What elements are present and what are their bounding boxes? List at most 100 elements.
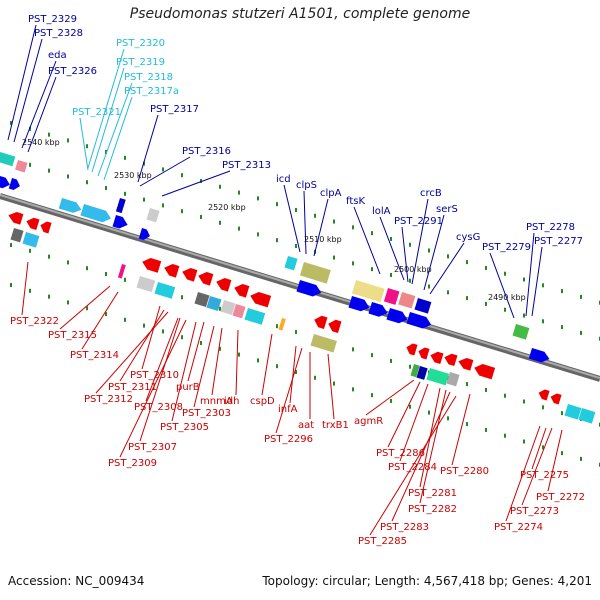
tick-mark: [390, 358, 392, 363]
gene-leader-line: [261, 333, 273, 396]
lower-gene-label: PST_2280: [440, 466, 489, 477]
lower-gene-label: idh: [224, 396, 239, 407]
reverse-gene-arrow: [430, 351, 444, 365]
lower-gene-label: PST_2296: [264, 434, 313, 445]
reverse-gene-arrow: [164, 264, 180, 278]
gene-leader-line: [399, 383, 429, 462]
tick-mark: [124, 317, 126, 322]
forward-gene-arrow: [80, 204, 111, 223]
tick-mark: [238, 226, 240, 231]
gene-block: [115, 198, 126, 214]
gene-block: [146, 208, 160, 223]
lower-gene-label: mnmA: [200, 396, 233, 407]
tick-mark: [200, 215, 202, 219]
tick-mark: [143, 323, 145, 328]
upper-gene-label: clpA: [320, 188, 342, 199]
gene-leader-line: [353, 206, 381, 275]
summary-text: Topology: circular; Length: 4,567,418 bp…: [262, 574, 592, 588]
tick-mark: [86, 266, 88, 271]
tick-mark: [105, 272, 107, 277]
tick-mark: [219, 184, 221, 189]
upper-gene-label: PST_2320: [116, 38, 165, 49]
tick-mark: [124, 155, 126, 160]
tick-mark: [409, 278, 411, 283]
lower-gene-label: aat: [298, 420, 314, 431]
upper-gene-label: PST_2317: [150, 104, 199, 115]
forward-gene-arrow: [0, 176, 10, 189]
lower-gene-label: PST_2305: [160, 422, 209, 433]
gene-leader-line: [283, 184, 301, 253]
lower-gene-label: PST_2283: [380, 522, 429, 533]
gene-block: [0, 152, 16, 167]
reverse-gene-arrow: [444, 353, 458, 367]
lower-gene-label: PST_2275: [520, 470, 569, 481]
upper-gene-label: PST_2326: [48, 66, 97, 77]
tick-mark: [67, 260, 69, 265]
gene-leader-line: [489, 252, 515, 319]
tick-mark: [295, 207, 297, 212]
upper-gene-label: lolA: [372, 206, 391, 217]
lower-gene-label: PST_2303: [182, 408, 231, 419]
tick-mark: [390, 272, 392, 277]
upper-gene-label: crcB: [420, 188, 442, 199]
forward-gene-arrow: [528, 348, 550, 363]
tick-mark: [10, 243, 12, 248]
reverse-gene-arrow: [234, 284, 250, 298]
reverse-gene-arrow: [182, 268, 198, 282]
gene-leader-line: [139, 317, 181, 442]
reverse-gene-arrow: [538, 389, 550, 401]
gene-leader-line: [411, 198, 429, 285]
gene-block: [351, 279, 385, 303]
reverse-gene-arrow: [216, 278, 232, 292]
tick-mark: [371, 353, 373, 358]
upper-gene-label: PST_2321: [72, 107, 121, 118]
lower-gene-label: PST_2284: [388, 462, 437, 473]
tick-mark: [86, 180, 88, 185]
reverse-gene-arrow: [550, 393, 562, 405]
gene-leader-line: [303, 190, 307, 255]
forward-gene-arrow: [112, 215, 128, 229]
upper-gene-label: PST_2329: [28, 14, 77, 25]
gene-leader-line: [91, 67, 125, 173]
gene-block: [564, 404, 582, 420]
tick-mark: [447, 376, 449, 381]
upper-gene-label: ftsK: [346, 196, 365, 207]
tick-mark: [143, 197, 145, 202]
tick-mark: [542, 445, 544, 450]
tick-mark: [542, 319, 544, 324]
tick-mark: [561, 289, 563, 294]
reverse-gene-arrow: [474, 364, 496, 380]
tick-mark: [276, 324, 278, 329]
lower-gene-label: PST_2282: [408, 504, 457, 515]
lower-gene-label: PST_2285: [358, 536, 407, 547]
tick-mark: [67, 174, 69, 179]
gene-leader-line: [275, 347, 303, 434]
tick-mark: [162, 167, 164, 172]
tick-mark: [162, 329, 164, 334]
reverse-gene-arrow: [328, 319, 342, 333]
tick-mark: [86, 306, 88, 311]
gene-leader-line: [289, 345, 297, 404]
gene-leader-line: [171, 321, 197, 422]
upper-gene-label: PST_2316: [182, 146, 231, 157]
tick-mark: [428, 284, 430, 289]
gene-leader-line: [119, 319, 187, 458]
gene-block: [136, 276, 156, 293]
accession-text: Accession: NC_009434: [8, 574, 145, 588]
lower-gene-label: PST_2286: [376, 448, 425, 459]
tick-mark: [523, 277, 525, 282]
tick-mark: [447, 254, 449, 259]
gene-block: [206, 295, 222, 311]
forward-gene-arrow: [138, 228, 150, 240]
tick-mark: [542, 283, 544, 288]
coordinate-label: 2520 kbp: [208, 203, 246, 212]
tick-mark: [219, 220, 221, 225]
gene-block: [383, 288, 400, 305]
tick-mark: [523, 439, 525, 444]
lower-gene-label: PST_2311: [108, 382, 157, 393]
reverse-gene-arrow: [314, 315, 328, 329]
lower-gene-label: PST_2309: [108, 458, 157, 469]
gene-leader-line: [27, 76, 57, 153]
upper-gene-label: cysG: [456, 232, 480, 243]
reverse-gene-arrow: [40, 221, 52, 234]
